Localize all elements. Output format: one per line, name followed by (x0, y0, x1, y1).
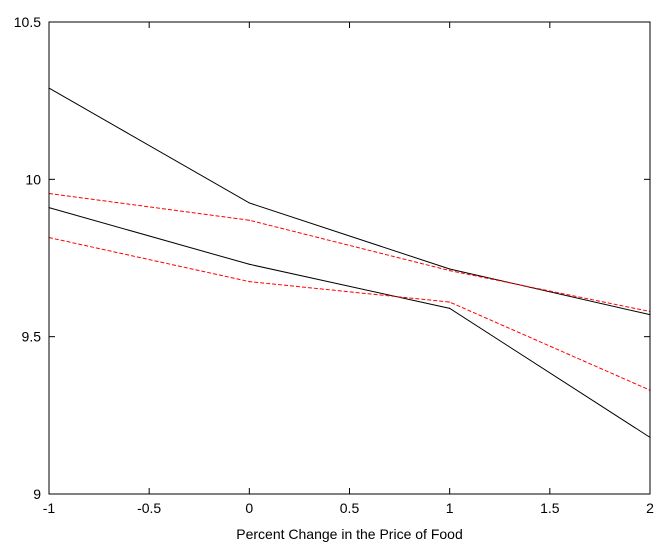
series-1-point (449, 268, 451, 270)
series-2-point (449, 307, 451, 309)
y-tick-label: 10.5 (14, 14, 41, 30)
series-line-4 (48, 237, 651, 391)
series-4-point (248, 281, 250, 283)
series-layer (48, 87, 651, 438)
series-4-point (449, 301, 451, 303)
series-line-1 (48, 87, 651, 316)
series-line-2 (48, 207, 651, 438)
x-axis-title: Percent Change in the Price of Food (236, 526, 462, 542)
series-3-point (248, 219, 250, 221)
series-3-point (449, 269, 451, 272)
series-line-3 (48, 192, 651, 312)
series-1-point (248, 202, 250, 204)
plot-frame (48, 21, 651, 495)
x-tick-label: 2 (646, 500, 654, 516)
x-tick-label: 0.5 (340, 500, 360, 516)
x-tick-label: 0 (245, 500, 253, 516)
series-2-point (248, 263, 250, 265)
x-tick-label: 1 (446, 500, 454, 516)
y-tick-label: 9.5 (22, 329, 42, 345)
y-tick-label: 10 (25, 171, 41, 187)
x-tick-label: 1.5 (540, 500, 560, 516)
x-tick-label: -1 (43, 500, 56, 516)
x-tick-label: -0.5 (137, 500, 161, 516)
tick-layer: -1 -0.5 0 0.5 1 1.5 2 9 9.5 10 10.5 (14, 14, 654, 516)
y-tick-label: 9 (33, 486, 41, 502)
